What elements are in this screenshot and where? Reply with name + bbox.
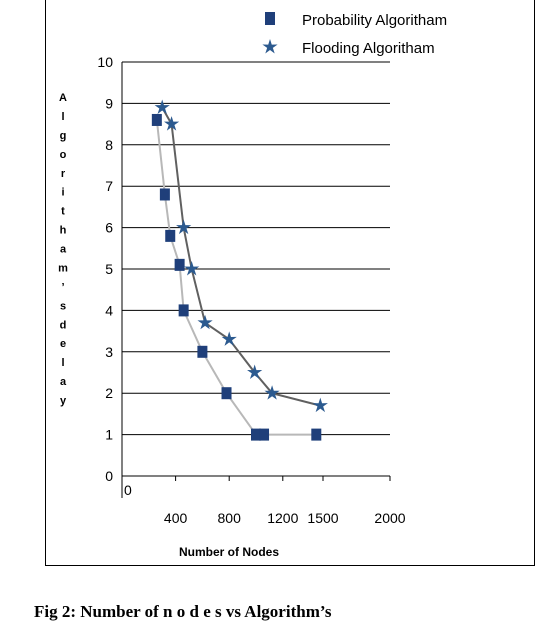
y-tick-label: 10: [97, 54, 113, 70]
data-point-flooding: [247, 364, 263, 379]
legend-square-icon: [265, 12, 275, 25]
y-axis-title-char: a: [60, 376, 67, 388]
y-axis-title-char: a: [60, 244, 67, 256]
legend-label: Probability Algoritham: [302, 12, 447, 29]
y-axis-title-char: ’: [61, 281, 64, 293]
data-point-flooding: [197, 314, 213, 330]
y-axis-title-char: t: [61, 206, 65, 218]
y-axis-title-char: d: [60, 319, 67, 331]
y-tick-label: 6: [105, 220, 113, 236]
y-axis-title-char: h: [60, 225, 67, 237]
series-markers: [151, 99, 328, 441]
data-point-probability: [178, 304, 189, 317]
x-tick-label: 800: [218, 510, 242, 526]
y-axis-title-char: r: [61, 168, 66, 180]
data-point-probability: [165, 229, 176, 242]
y-axis-title-char: y: [60, 395, 67, 407]
data-point-probability: [197, 345, 208, 358]
data-point-flooding: [221, 331, 237, 346]
y-tick-label: 9: [105, 95, 113, 111]
y-tick-label: 5: [105, 261, 113, 277]
data-point-flooding: [163, 116, 180, 131]
series-line-probability: [155, 119, 317, 436]
y-tick-label: 4: [105, 302, 113, 318]
x-tick-label: 2000: [374, 510, 405, 526]
y-axis-title-char: e: [60, 338, 66, 350]
x-axis-title: Number of Nodes: [179, 545, 279, 559]
y-axis-title-char: l: [61, 111, 64, 123]
y-axis-title-char: g: [60, 130, 67, 142]
data-point-probability: [221, 387, 232, 400]
y-tick-label: 3: [105, 344, 113, 360]
x-tick-label: 400: [164, 510, 188, 526]
data-point-probability: [251, 428, 261, 441]
x-tick-label: 1500: [307, 510, 338, 526]
x-tick-label: 0: [124, 482, 132, 498]
data-point-flooding: [184, 261, 200, 276]
data-point-probability: [151, 113, 162, 126]
y-tick-labels: 0 1 2 3 4 5 6 7 8 9 10: [97, 54, 113, 484]
y-axis-title-char: l: [61, 357, 64, 369]
data-point-probability: [174, 258, 185, 271]
data-point-probability: [259, 428, 270, 441]
series-line-flooding: [161, 107, 321, 407]
y-axis-title-char: s: [60, 300, 66, 312]
y-tick-label: 1: [105, 427, 113, 443]
data-point-probability: [311, 428, 322, 441]
y-axis-title-char: o: [60, 149, 67, 161]
figure-caption: Fig 2: Number of n o d e s vs Algorithm’…: [34, 602, 332, 621]
legend-star-icon: [262, 39, 278, 54]
y-tick-label: 0: [105, 468, 113, 484]
y-tick-label: 2: [105, 385, 113, 401]
data-point-flooding: [176, 219, 192, 235]
data-point-probability: [159, 188, 170, 201]
y-axis-title-char: i: [61, 187, 64, 199]
x-tick-label: 1200: [267, 510, 298, 526]
data-point-flooding: [264, 385, 280, 400]
y-tick-label: 7: [105, 178, 113, 194]
grid-lines: [122, 61, 390, 436]
axes: [121, 62, 390, 498]
data-point-flooding: [154, 99, 170, 115]
x-tick-labels: 0 400 800 1200 1500 2000: [121, 476, 406, 526]
data-point-flooding: [312, 397, 328, 413]
legend: Probability Algoritham Flooding Algoritha…: [262, 12, 447, 57]
y-tick-label: 8: [105, 137, 113, 153]
y-axis-title-char: A: [59, 92, 67, 104]
figure-frame: [45, 0, 535, 566]
y-axis-title-char: m: [58, 262, 68, 274]
legend-label: Flooding Algoritham: [302, 40, 435, 57]
series-lines: [155, 107, 321, 436]
